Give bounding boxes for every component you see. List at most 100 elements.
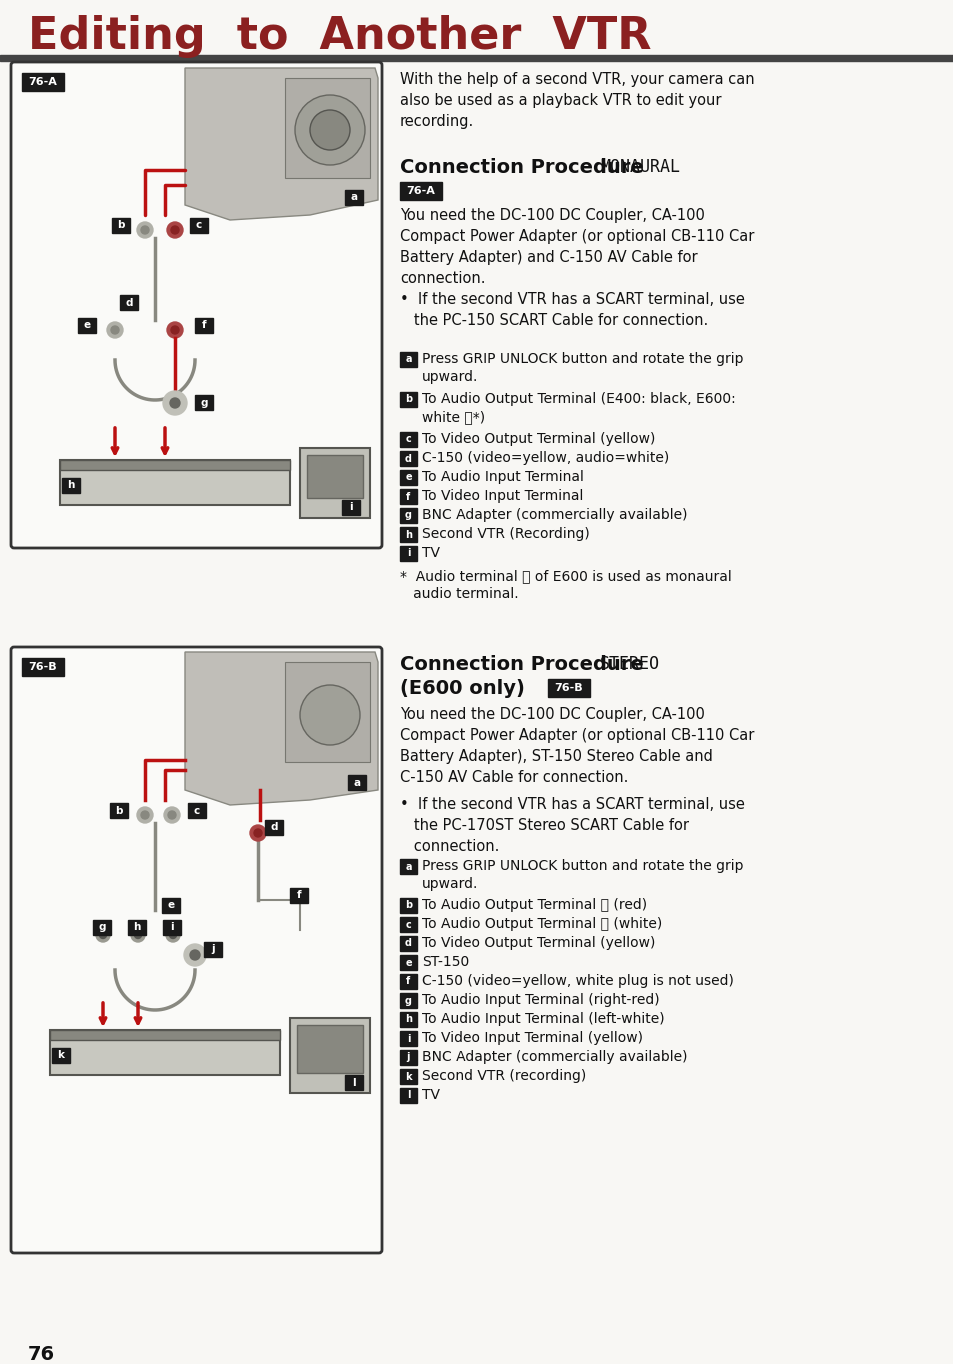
Text: h: h xyxy=(405,1015,412,1024)
Text: Connection Procedure: Connection Procedure xyxy=(399,158,643,177)
Text: e: e xyxy=(405,472,412,483)
Text: b: b xyxy=(117,221,125,231)
Bar xyxy=(399,507,416,522)
Circle shape xyxy=(107,322,123,338)
Text: Second VTR (Recording): Second VTR (Recording) xyxy=(421,527,589,542)
Text: f: f xyxy=(201,321,206,330)
Text: c: c xyxy=(405,919,411,929)
Circle shape xyxy=(99,932,107,938)
Polygon shape xyxy=(185,652,377,805)
Circle shape xyxy=(294,95,365,165)
Text: BNC Adapter (commercially available): BNC Adapter (commercially available) xyxy=(421,507,687,522)
Text: i: i xyxy=(170,922,173,933)
Bar xyxy=(290,1018,370,1093)
Text: To Audio Output Terminal Ⓡ (red): To Audio Output Terminal Ⓡ (red) xyxy=(421,898,646,913)
Bar xyxy=(296,1024,363,1073)
Bar xyxy=(50,1030,280,1075)
Text: l: l xyxy=(406,1090,410,1101)
Bar xyxy=(399,974,416,989)
Text: To Video Input Terminal: To Video Input Terminal xyxy=(421,490,583,503)
Circle shape xyxy=(167,322,183,338)
Text: d: d xyxy=(405,453,412,464)
Bar xyxy=(52,1048,70,1063)
Text: To Video Output Terminal (yellow): To Video Output Terminal (yellow) xyxy=(421,432,655,446)
Text: Editing  to  Another  VTR: Editing to Another VTR xyxy=(28,15,651,57)
Text: 76: 76 xyxy=(28,1345,55,1364)
Bar xyxy=(399,546,416,561)
Circle shape xyxy=(250,825,266,842)
FancyBboxPatch shape xyxy=(11,647,381,1254)
Text: You need the DC-100 DC Coupler, CA-100
Compact Power Adapter (or optional CB-110: You need the DC-100 DC Coupler, CA-100 C… xyxy=(399,207,754,286)
Bar xyxy=(78,318,96,333)
Bar xyxy=(399,391,416,406)
Circle shape xyxy=(137,222,152,237)
Text: To Video Input Terminal (yellow): To Video Input Terminal (yellow) xyxy=(421,1031,642,1045)
Bar xyxy=(285,662,370,762)
Circle shape xyxy=(141,226,149,235)
Text: l: l xyxy=(352,1078,355,1087)
Text: a: a xyxy=(405,355,412,364)
Bar xyxy=(120,295,138,310)
Bar xyxy=(22,74,64,91)
Circle shape xyxy=(164,807,180,822)
Text: TV: TV xyxy=(421,1088,439,1102)
Bar xyxy=(190,218,208,233)
Bar xyxy=(399,936,416,951)
Bar xyxy=(399,898,416,913)
Circle shape xyxy=(167,222,183,237)
Text: Press GRIP UNLOCK button and rotate the grip
upward.: Press GRIP UNLOCK button and rotate the … xyxy=(421,859,742,892)
Circle shape xyxy=(299,685,359,745)
Circle shape xyxy=(168,812,175,818)
Bar xyxy=(399,432,416,447)
Bar xyxy=(50,1030,280,1039)
Bar xyxy=(399,859,416,874)
Bar xyxy=(163,919,181,934)
Bar xyxy=(128,919,146,934)
Bar xyxy=(110,803,128,818)
Bar xyxy=(547,679,589,697)
Circle shape xyxy=(171,226,179,235)
Text: To Audio Input Terminal (left-white): To Audio Input Terminal (left-white) xyxy=(421,1012,664,1026)
Text: h: h xyxy=(405,529,412,540)
Bar xyxy=(399,527,416,542)
Bar xyxy=(345,190,363,205)
Circle shape xyxy=(134,932,141,938)
Bar xyxy=(348,775,366,790)
Circle shape xyxy=(137,807,152,822)
Text: d: d xyxy=(405,938,412,948)
Bar xyxy=(285,78,370,177)
Bar xyxy=(290,888,308,903)
Bar xyxy=(399,993,416,1008)
Text: a: a xyxy=(353,777,360,787)
Text: c: c xyxy=(193,806,200,816)
Bar xyxy=(299,447,370,518)
Text: (E600 only): (E600 only) xyxy=(399,679,524,698)
Circle shape xyxy=(96,928,110,943)
Bar xyxy=(399,1031,416,1046)
Circle shape xyxy=(141,812,149,818)
Text: c: c xyxy=(405,435,411,445)
Bar xyxy=(399,181,441,201)
Bar xyxy=(60,460,290,471)
Circle shape xyxy=(170,932,176,938)
Text: To Video Output Terminal (yellow): To Video Output Terminal (yellow) xyxy=(421,936,655,949)
Bar xyxy=(399,1050,416,1065)
FancyBboxPatch shape xyxy=(11,61,381,548)
Text: d: d xyxy=(270,822,277,832)
Text: f: f xyxy=(406,977,410,986)
Text: f: f xyxy=(296,891,301,900)
Bar xyxy=(307,456,363,498)
Text: TV: TV xyxy=(421,546,439,561)
Text: With the help of a second VTR, your camera can
also be used as a playback VTR to: With the help of a second VTR, your came… xyxy=(399,72,754,130)
Text: b: b xyxy=(115,806,123,816)
Circle shape xyxy=(111,326,119,334)
Circle shape xyxy=(166,928,180,943)
Bar xyxy=(22,657,64,677)
Bar xyxy=(92,919,111,934)
Text: Press GRIP UNLOCK button and rotate the grip
upward.: Press GRIP UNLOCK button and rotate the … xyxy=(421,352,742,385)
Circle shape xyxy=(131,928,145,943)
Text: To Audio Output Terminal Ⓛ (white): To Audio Output Terminal Ⓛ (white) xyxy=(421,917,661,932)
Bar xyxy=(204,943,222,958)
Bar xyxy=(60,460,290,505)
Bar xyxy=(341,501,359,516)
